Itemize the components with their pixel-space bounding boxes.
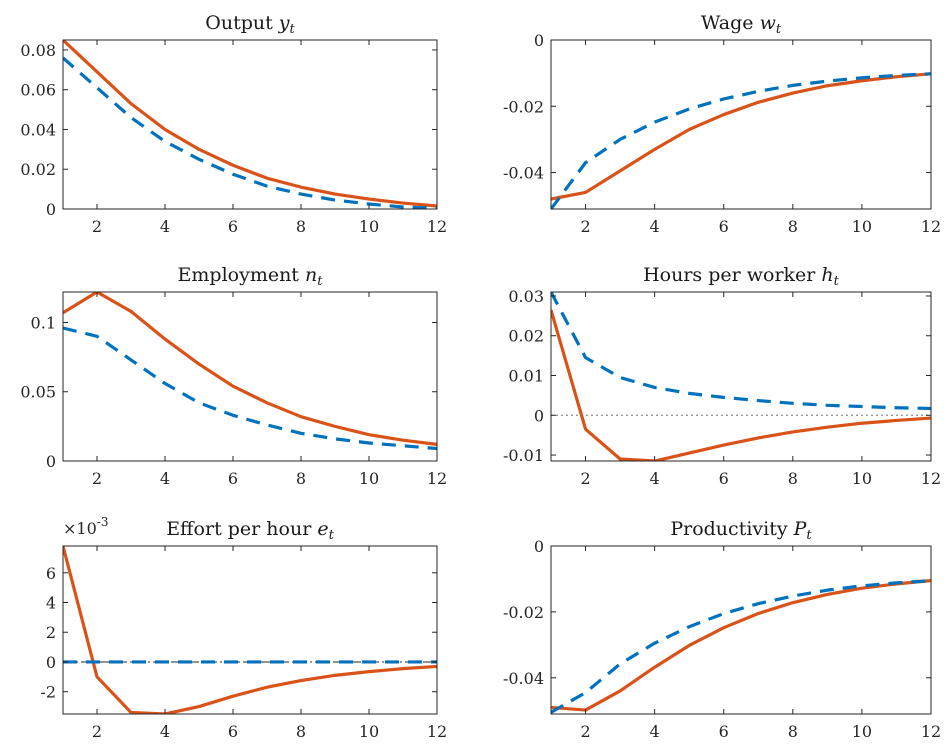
y-exponent-label: ×10-3 [63, 515, 108, 538]
x-tick-label: 8 [296, 469, 306, 488]
y-tick-label: 0.03 [508, 287, 544, 306]
x-tick-label: 4 [160, 469, 170, 488]
y-tick-label: 0 [46, 653, 56, 672]
x-tick-label: 8 [296, 722, 306, 741]
y-tick-label: 0.1 [31, 313, 56, 332]
axes-frame [62, 545, 438, 715]
subplot-title: Wage wt [701, 12, 782, 37]
y-tick-label: 0.06 [20, 81, 56, 100]
x-tick-label: 12 [921, 469, 941, 488]
y-tick-label: 0.02 [20, 160, 56, 179]
y-tick-label: 0 [534, 31, 544, 50]
x-tick-label: 12 [427, 469, 447, 488]
x-tick-label: 10 [852, 217, 872, 236]
x-tick-label: 12 [921, 722, 941, 741]
y-tick-label: 0 [534, 406, 544, 425]
x-tick-label: 2 [92, 469, 102, 488]
y-tick-label: -0.04 [503, 669, 544, 688]
x-tick-label: 10 [852, 722, 872, 741]
x-tick-label: 4 [650, 217, 660, 236]
x-tick-label: 6 [228, 217, 238, 236]
x-tick-label: 8 [296, 217, 306, 236]
subplot-5: 2 4 6 8 10 12 -2 0 2 4 6 Effort per hour et ×10-3 [40, 515, 447, 741]
axes-frame [62, 291, 438, 462]
y-tick-label: 0.08 [20, 41, 56, 60]
x-tick-label: 10 [359, 469, 379, 488]
subplot-title: Productivity Pt [670, 518, 812, 543]
series-line-dashed [63, 326, 437, 451]
x-tick-label: 6 [228, 469, 238, 488]
x-tick-label: 6 [719, 217, 729, 236]
x-tick-label: 2 [580, 469, 590, 488]
y-tick-label: -2 [40, 683, 56, 702]
x-tick-label: 8 [788, 217, 798, 236]
axes-frame [550, 39, 932, 210]
series-line-solid [63, 292, 437, 446]
subplot-title: Hours per worker ht [643, 264, 840, 289]
subplot-4: 2 4 6 8 10 12 -0.01 0 0.01 0.02 0.03 Hours per work… [503, 264, 941, 488]
y-tick-label: 0.05 [20, 383, 56, 402]
series-line-solid [63, 546, 437, 714]
x-tick-label: 8 [788, 722, 798, 741]
y-tick-label: 0.04 [20, 120, 56, 139]
subplot-3: 2 4 6 8 10 12 0 0.05 0.1 Employment nt [20, 264, 447, 488]
x-tick-label: 4 [650, 722, 660, 741]
y-tick-label: 6 [46, 564, 56, 583]
x-tick-label: 12 [427, 722, 447, 741]
axes-frame [550, 291, 932, 462]
y-tick-label: 0 [46, 200, 56, 219]
subplot-title: Effort per hour et [166, 518, 334, 543]
series-line-solid [551, 309, 931, 461]
y-tick-label: 0 [534, 537, 544, 556]
x-tick-label: 4 [160, 722, 170, 741]
series-line-dashed [551, 72, 931, 209]
subplot-2: 2 4 6 8 10 12 -0.04 -0.02 0 Wage wt [503, 12, 941, 236]
x-tick-label: 12 [921, 217, 941, 236]
x-tick-label: 8 [788, 469, 798, 488]
x-tick-label: 6 [228, 722, 238, 741]
x-tick-label: 12 [427, 217, 447, 236]
subplot-title: Employment nt [178, 264, 324, 289]
x-tick-label: 2 [92, 217, 102, 236]
x-tick-label: 4 [650, 469, 660, 488]
series-line-dashed [63, 56, 437, 209]
y-tick-label: -0.01 [503, 446, 544, 465]
axes-frame [62, 39, 438, 210]
y-tick-label: 2 [46, 623, 56, 642]
subplot-6: 2 4 6 8 10 12 -0.04 -0.02 0 Productivity Pt [503, 518, 941, 741]
y-tick-label: 0.01 [508, 367, 544, 386]
x-tick-label: 4 [160, 217, 170, 236]
series-line-solid [63, 40, 437, 208]
series-line-dashed [551, 578, 931, 714]
x-tick-label: 6 [719, 722, 729, 741]
y-tick-label: -0.02 [503, 97, 544, 116]
axes-frame [550, 545, 932, 715]
y-tick-label: 4 [46, 593, 56, 612]
x-tick-label: 6 [719, 469, 729, 488]
x-tick-label: 2 [580, 217, 590, 236]
subplot-1: 2 4 6 8 10 12 0 0.02 0.04 0.06 0.08 Output yt [20, 12, 447, 236]
series-line-dashed [551, 292, 931, 411]
x-tick-label: 2 [580, 722, 590, 741]
x-tick-label: 10 [359, 722, 379, 741]
y-tick-label: 0.02 [508, 327, 544, 346]
x-tick-label: 2 [92, 722, 102, 741]
y-tick-label: 0 [46, 452, 56, 471]
x-tick-label: 10 [359, 217, 379, 236]
y-tick-label: -0.02 [503, 603, 544, 622]
y-tick-label: -0.04 [503, 164, 544, 183]
series-line-solid [551, 72, 931, 201]
series-line-solid [551, 578, 931, 712]
subplot-title: Output yt [205, 12, 295, 37]
x-tick-label: 10 [852, 469, 872, 488]
